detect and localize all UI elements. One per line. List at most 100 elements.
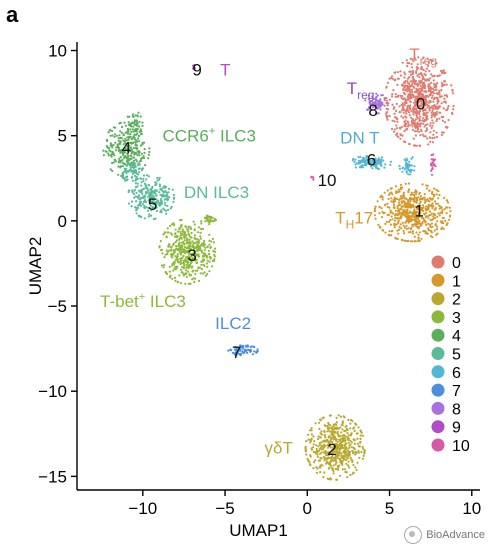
data-point: [380, 216, 384, 219]
data-point: [391, 193, 394, 196]
data-point: [430, 116, 433, 119]
data-point: [351, 460, 354, 463]
legend-label-3: 3: [452, 310, 461, 327]
data-point: [136, 164, 139, 167]
cluster-label-8: 8: [368, 101, 377, 120]
data-point: [312, 467, 315, 470]
data-point: [385, 107, 388, 110]
data-point: [137, 162, 140, 165]
data-point: [307, 459, 310, 462]
data-point: [435, 88, 438, 91]
data-point: [142, 155, 145, 158]
data-point: [398, 204, 402, 207]
data-point: [148, 150, 151, 154]
data-point: [429, 136, 432, 139]
data-point: [424, 103, 427, 107]
legend-marker-5: [431, 347, 445, 360]
data-point: [321, 464, 324, 467]
data-point: [438, 193, 441, 197]
data-point: [399, 74, 402, 77]
data-point: [403, 104, 406, 107]
data-point: [393, 196, 396, 199]
data-point: [155, 198, 158, 201]
cell-type-annotation: Treg: [347, 79, 375, 102]
data-point: [122, 143, 125, 146]
data-point: [401, 167, 404, 170]
data-point: [397, 212, 400, 216]
data-point: [113, 154, 116, 157]
data-point: [444, 219, 447, 222]
cluster-label-2: 2: [327, 440, 336, 459]
data-point: [331, 426, 334, 429]
data-point: [341, 460, 344, 463]
data-point: [420, 65, 423, 69]
data-point: [411, 125, 414, 128]
data-point: [421, 68, 424, 71]
data-point: [325, 457, 328, 461]
data-point: [406, 77, 410, 80]
data-point: [338, 474, 342, 477]
data-point: [409, 70, 412, 73]
data-point: [187, 247, 190, 250]
data-point: [180, 257, 183, 260]
data-point: [167, 191, 170, 194]
data-point: [409, 100, 412, 104]
data-point: [332, 464, 335, 467]
data-point: [435, 135, 439, 139]
data-point: [207, 220, 210, 223]
data-point: [345, 462, 348, 465]
data-point: [368, 101, 371, 104]
data-point: [167, 243, 171, 246]
data-point: [431, 137, 434, 140]
data-point: [399, 111, 402, 114]
data-point: [211, 265, 214, 268]
data-point: [146, 191, 149, 194]
data-point: [407, 221, 410, 224]
data-point: [201, 272, 205, 275]
data-point: [208, 223, 211, 226]
data-point: [392, 203, 396, 207]
data-point: [155, 182, 158, 185]
panel-label: a: [6, 2, 19, 27]
data-point: [112, 161, 115, 164]
data-point: [152, 199, 155, 202]
data-point: [408, 203, 411, 206]
data-point: [379, 226, 382, 229]
data-point: [328, 442, 331, 445]
data-point: [124, 176, 127, 179]
data-point: [396, 135, 399, 138]
data-point: [426, 137, 429, 140]
data-point: [361, 457, 365, 460]
data-point: [342, 456, 345, 460]
data-point: [373, 214, 376, 217]
data-point: [212, 241, 216, 244]
data-point: [410, 168, 413, 172]
data-point: [362, 454, 365, 457]
data-point: [130, 205, 133, 208]
data-point: [397, 222, 400, 225]
data-point: [132, 169, 135, 172]
data-point: [175, 245, 178, 248]
data-point: [143, 147, 146, 151]
data-point: [322, 446, 325, 449]
data-point: [191, 244, 194, 247]
y-tick-label: −5: [48, 297, 67, 316]
data-point: [316, 453, 319, 456]
data-point: [109, 168, 112, 171]
data-point: [332, 447, 335, 450]
data-point: [324, 436, 327, 439]
data-point: [176, 255, 179, 258]
data-point: [399, 70, 402, 73]
data-point: [428, 107, 431, 110]
data-point: [405, 227, 408, 230]
data-point: [209, 219, 212, 222]
data-point: [124, 179, 127, 182]
data-point: [131, 175, 134, 178]
data-point: [323, 459, 326, 462]
data-point: [443, 97, 446, 100]
data-point: [180, 262, 183, 265]
data-point: [445, 109, 448, 112]
data-point: [430, 81, 433, 84]
data-point: [147, 183, 150, 186]
data-point: [181, 232, 184, 235]
